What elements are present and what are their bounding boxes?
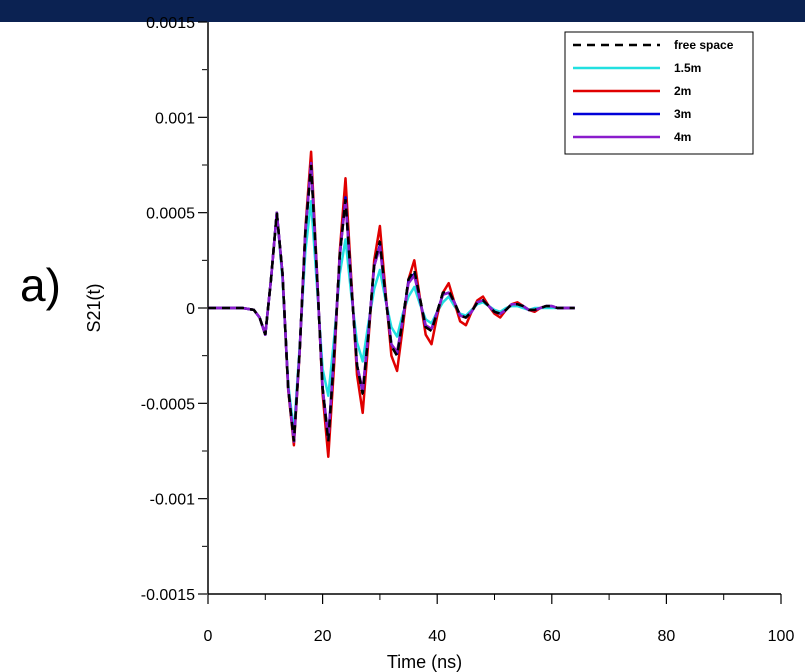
y-tick-label: -0.0015 [141, 587, 195, 604]
series-line-4m [208, 161, 575, 443]
x-tick-label: 100 [768, 628, 795, 645]
legend-label: free space [674, 38, 734, 52]
x-tick-label: 0 [204, 628, 213, 645]
legend-label: 4m [674, 130, 691, 144]
y-tick-label: 0.001 [155, 110, 195, 127]
series-line-free-space-overlay [208, 164, 575, 442]
x-tick-label: 60 [543, 628, 561, 645]
legend-label: 2m [674, 84, 691, 98]
x-tick-label: 40 [428, 628, 446, 645]
panel-label: a) [20, 259, 61, 311]
y-axis-title: S21(t) [84, 283, 104, 332]
x-tick-label: 20 [314, 628, 332, 645]
legend-box [564, 31, 754, 155]
y-tick-label: 0.0015 [146, 15, 195, 32]
legend-label: 1.5m [674, 61, 701, 75]
series-line-3m [208, 161, 575, 443]
top-banner [0, 0, 805, 22]
legend-label: 3m [674, 107, 691, 121]
series-layer [208, 150, 575, 458]
y-tick-label: 0.0005 [146, 206, 195, 223]
legend: free space 1.5m 2m 3m 4m [564, 31, 754, 155]
y-tick-label: -0.0005 [141, 396, 195, 413]
x-axis-title: Time (ns) [387, 652, 462, 672]
x-tick-label: 80 [658, 628, 676, 645]
y-tick-label: 0 [186, 301, 195, 318]
y-tick-label: -0.001 [150, 492, 195, 509]
series-line-1-5m [208, 199, 575, 434]
